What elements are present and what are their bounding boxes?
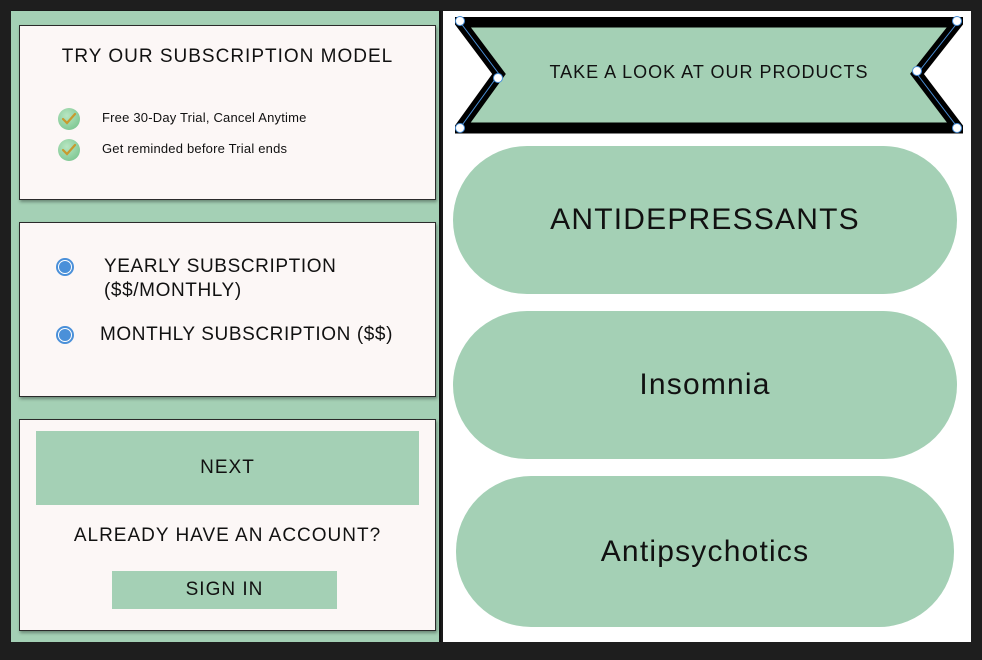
plan-label-yearly: YEARLY SUBSCRIPTION ($$/MONTHLY) <box>104 255 336 303</box>
radio-selected-dot <box>59 261 71 273</box>
selection-handle-bottom-right[interactable] <box>952 123 962 133</box>
feature-item: Get reminded before Trial ends <box>58 139 288 161</box>
selection-handle-left-mid[interactable] <box>493 73 503 83</box>
plan-selection-card: YEARLY SUBSCRIPTION ($$/MONTHLY) MONTHLY… <box>19 222 436 397</box>
selection-handle-bottom-left[interactable] <box>455 123 465 133</box>
banner-label: TAKE A LOOK AT OUR PRODUCTS <box>549 62 869 82</box>
plan-label-line2: ($$/MONTHLY) <box>104 280 242 301</box>
feature-item: Free 30-Day Trial, Cancel Anytime <box>58 108 307 130</box>
subscription-info-card: TRY OUR SUBSCRIPTION MODEL Free 30-Day T… <box>19 25 436 200</box>
account-prompt: ALREADY HAVE AN ACCOUNT? <box>73 525 382 546</box>
radio-button-yearly[interactable] <box>56 258 74 276</box>
account-actions-card: NEXT ALREADY HAVE AN ACCOUNT? SIGN IN <box>19 419 436 631</box>
sign-in-button[interactable]: SIGN IN <box>112 571 337 609</box>
feature-text: Get reminded before Trial ends <box>102 141 288 156</box>
feature-text: Free 30-Day Trial, Cancel Anytime <box>102 110 307 125</box>
category-antipsychotics[interactable]: Antipsychotics <box>456 476 954 627</box>
next-button[interactable]: NEXT <box>36 431 419 505</box>
category-antidepressants[interactable]: ANTIDEPRESSANTS <box>453 146 957 294</box>
selection-handle-top-left[interactable] <box>455 16 465 26</box>
products-banner[interactable]: TAKE A LOOK AT OUR PRODUCTS <box>455 17 963 135</box>
left-panel: TRY OUR SUBSCRIPTION MODEL Free 30-Day T… <box>11 11 441 642</box>
plan-label-monthly: MONTHLY SUBSCRIPTION ($$) <box>100 324 394 345</box>
plan-label-line1: YEARLY SUBSCRIPTION <box>104 256 337 277</box>
selection-handle-right-mid[interactable] <box>912 66 922 76</box>
plan-option-yearly[interactable]: YEARLY SUBSCRIPTION ($$/MONTHLY) <box>56 255 336 303</box>
plan-option-monthly[interactable]: MONTHLY SUBSCRIPTION ($$) <box>56 323 393 347</box>
subscription-title: TRY OUR SUBSCRIPTION MODEL <box>61 46 394 67</box>
category-insomnia[interactable]: Insomnia <box>453 311 957 459</box>
selection-handle-top-right[interactable] <box>952 16 962 26</box>
check-circle-icon <box>58 139 80 161</box>
radio-selected-dot <box>59 329 71 341</box>
check-circle-icon <box>58 108 80 130</box>
radio-button-monthly[interactable] <box>56 326 74 344</box>
